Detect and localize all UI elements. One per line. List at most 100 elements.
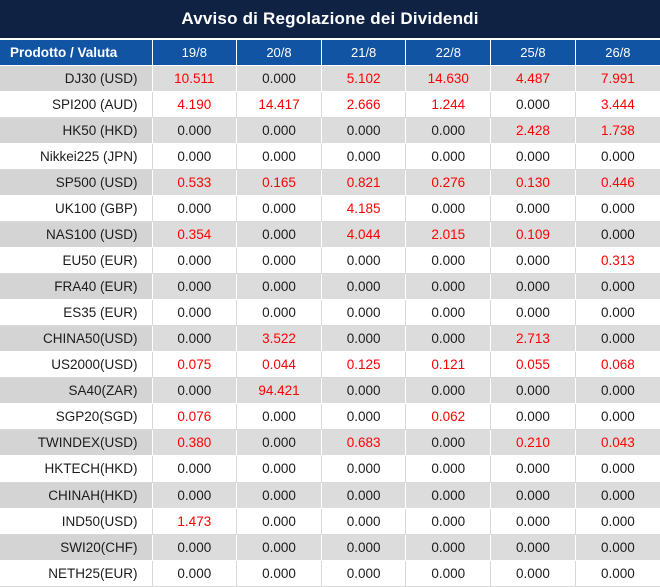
- dividend-value-cell: 0.000: [405, 482, 492, 509]
- product-label: SWI20(CHF): [0, 534, 153, 561]
- dividend-value-cell: 0.000: [321, 247, 407, 275]
- dividend-value-cell: 14.417: [236, 91, 322, 118]
- table-row: SP500 (USD) 0.533 0.165 0.821 0.276 0.130 0.44…: [0, 169, 660, 196]
- dividend-value-cell: 0.000: [575, 534, 660, 561]
- product-currency-header: Prodotto / Valuta: [0, 40, 153, 66]
- dividend-value-cell: 0.000: [490, 482, 576, 509]
- date-header: 20/8: [236, 40, 322, 66]
- dividend-value-cell: 0.000: [575, 403, 660, 431]
- dividend-value-cell: 0.000: [236, 273, 322, 301]
- dividend-value-cell: 0.000: [321, 455, 407, 483]
- table-row: Nikkei225 (JPN) 0.000 0.000 0.000 0.000 0.000…: [0, 143, 660, 170]
- dividend-value-cell: 0.000: [490, 534, 576, 561]
- dividend-value-cell: 4.190: [152, 91, 238, 118]
- product-label: HKTECH(HKD): [0, 455, 153, 483]
- dividend-value-cell: 0.000: [321, 299, 407, 327]
- dividend-value-cell: 0.000: [236, 221, 322, 248]
- table-row: IND50(USD) 1.473 0.000 0.000 0.000 0.000 0.000: [0, 508, 660, 535]
- dividend-value-cell: 0.000: [490, 143, 576, 170]
- dividend-value-cell: 0.000: [405, 247, 492, 275]
- product-label: SGP20(SGD): [0, 403, 153, 431]
- dividend-value-cell: 0.210: [490, 429, 576, 457]
- table-row: ES35 (EUR) 0.000 0.000 0.000 0.000 0.000 0.000: [0, 299, 660, 327]
- dividend-value-cell: 0.000: [405, 455, 492, 483]
- dividend-value-cell: 0.000: [575, 299, 660, 327]
- table-row: CHINAH(HKD) 0.000 0.000 0.000 0.000 0.000 0.00…: [0, 482, 660, 509]
- dividend-value-cell: 1.738: [575, 117, 660, 144]
- dividend-value-cell: 0.000: [490, 247, 576, 275]
- dividend-value-cell: 0.130: [490, 169, 576, 196]
- dividend-value-cell: 0.000: [236, 65, 322, 92]
- dividend-value-cell: 4.044: [321, 221, 407, 248]
- dividend-value-cell: 0.000: [236, 247, 322, 275]
- dividend-value-cell: 0.000: [405, 117, 492, 144]
- table-row: TWINDEX(USD) 0.380 0.000 0.683 0.000 0.210 0.0…: [0, 429, 660, 457]
- dividend-value-cell: 14.630: [405, 65, 492, 92]
- dividend-value-cell: 0.000: [321, 560, 407, 587]
- dividend-value-cell: 0.000: [405, 325, 492, 353]
- dividend-value-cell: 0.276: [405, 169, 492, 196]
- dividend-value-cell: 0.000: [152, 117, 238, 144]
- product-label: TWINDEX(USD): [0, 429, 153, 457]
- date-header: 21/8: [321, 40, 407, 66]
- dividend-value-cell: 0.821: [321, 169, 407, 196]
- dividend-value-cell: 0.121: [405, 351, 492, 379]
- product-label: IND50(USD): [0, 508, 153, 535]
- product-label: DJ30 (USD): [0, 65, 153, 92]
- dividend-value-cell: 0.000: [575, 273, 660, 301]
- dividend-value-cell: 0.000: [405, 299, 492, 327]
- product-label: CHINAH(HKD): [0, 482, 153, 509]
- dividend-value-cell: 0.068: [575, 351, 660, 379]
- dividend-value-cell: 0.000: [321, 534, 407, 561]
- dividend-value-cell: 4.487: [490, 65, 576, 92]
- dividend-value-cell: 7.991: [575, 65, 660, 92]
- product-label: UK100 (GBP): [0, 195, 153, 222]
- table-row: HK50 (HKD) 0.000 0.000 0.000 0.000 2.428 1.738: [0, 117, 660, 144]
- dividend-value-cell: 5.102: [321, 65, 407, 92]
- product-label: NAS100 (USD): [0, 221, 153, 248]
- dividend-value-cell: 0.000: [575, 455, 660, 483]
- dividend-value-cell: 0.000: [405, 273, 492, 301]
- dividend-value-cell: 0.000: [152, 299, 238, 327]
- dividend-value-cell: 0.313: [575, 247, 660, 275]
- dividend-value-cell: 0.165: [236, 169, 322, 196]
- dividend-value-cell: 0.000: [236, 195, 322, 222]
- dividend-value-cell: 0.000: [575, 560, 660, 587]
- date-header: 19/8: [152, 40, 238, 66]
- dividend-value-cell: 0.000: [236, 482, 322, 509]
- dividend-value-cell: 0.062: [405, 403, 492, 431]
- dividend-value-cell: 0.000: [575, 143, 660, 170]
- dividend-value-cell: 0.000: [152, 143, 238, 170]
- dividend-value-cell: 10.511: [152, 65, 238, 92]
- dividend-value-cell: 0.000: [152, 247, 238, 275]
- dividend-value-cell: 1.244: [405, 91, 492, 118]
- date-header: 25/8: [490, 40, 576, 66]
- table-row: DJ30 (USD) 10.511 0.000 5.102 14.630 4.487 7.9…: [0, 65, 660, 92]
- dividend-value-cell: 0.000: [321, 377, 407, 405]
- dividend-value-cell: 3.444: [575, 91, 660, 118]
- table-row: NETH25(EUR) 0.000 0.000 0.000 0.000 0.000 0.00…: [0, 560, 660, 587]
- dividend-value-cell: 0.000: [490, 195, 576, 222]
- dividend-value-cell: 4.185: [321, 195, 407, 222]
- dividend-value-cell: 0.000: [575, 325, 660, 353]
- dividend-value-cell: 0.000: [236, 508, 322, 535]
- table-row: HKTECH(HKD) 0.000 0.000 0.000 0.000 0.000 0.00…: [0, 455, 660, 483]
- product-label: Nikkei225 (JPN): [0, 143, 153, 170]
- dividend-value-cell: 0.000: [152, 534, 238, 561]
- dividend-value-cell: 0.000: [152, 325, 238, 353]
- dividend-value-cell: 0.000: [575, 377, 660, 405]
- dividend-value-cell: 0.000: [405, 377, 492, 405]
- dividend-value-cell: 0.000: [490, 560, 576, 587]
- dividend-table-body: DJ30 (USD) 10.511 0.000 5.102 14.630 4.487 7.9…: [0, 65, 660, 587]
- dividend-value-cell: 0.000: [575, 221, 660, 248]
- dividend-value-cell: 2.666: [321, 91, 407, 118]
- dividend-value-cell: 0.683: [321, 429, 407, 457]
- dividend-value-cell: 0.354: [152, 221, 238, 248]
- dividend-value-cell: 0.000: [152, 560, 238, 587]
- dividend-value-cell: 0.000: [236, 117, 322, 144]
- dividend-value-cell: 0.000: [152, 273, 238, 301]
- dividend-value-cell: 3.522: [236, 325, 322, 353]
- date-header: 22/8: [405, 40, 492, 66]
- dividend-value-cell: 0.000: [321, 508, 407, 535]
